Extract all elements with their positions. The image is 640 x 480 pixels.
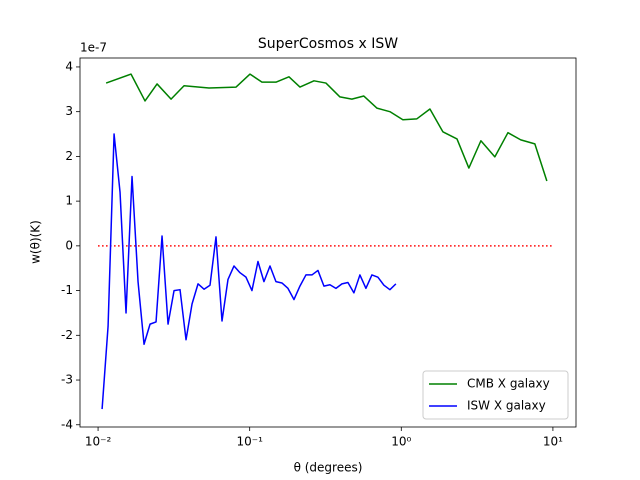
y-offset-text: 1e-7 [80,41,107,55]
y-tick-label: 3 [65,104,73,118]
legend-label: ISW X galaxy [467,399,546,413]
y-tick-label: -1 [61,283,73,297]
y-tick-label: 1 [65,194,73,208]
x-tick-label: 10⁰ [391,435,411,449]
y-tick-label: -4 [61,417,73,431]
x-tick-label: 10¹ [543,435,563,449]
x-tick-label: 10⁻² [85,435,112,449]
y-tick-label: 4 [65,59,73,73]
series-line [105,73,548,182]
chart-title: SuperCosmos x ISW [258,36,398,52]
series-line [101,133,397,410]
plot-frame [79,57,577,428]
y-tick-label: 0 [65,238,73,252]
y-tick-label: 2 [65,149,73,163]
y-axis-label: w(θ)(K) [29,220,43,264]
x-axis-label: θ (degrees) [294,461,363,475]
x-tick-label: 10⁻¹ [236,435,263,449]
legend-label: CMB X galaxy [467,377,550,391]
y-tick-label: -2 [61,328,73,342]
y-tick-label: -3 [61,373,73,387]
legend-box [422,370,569,420]
